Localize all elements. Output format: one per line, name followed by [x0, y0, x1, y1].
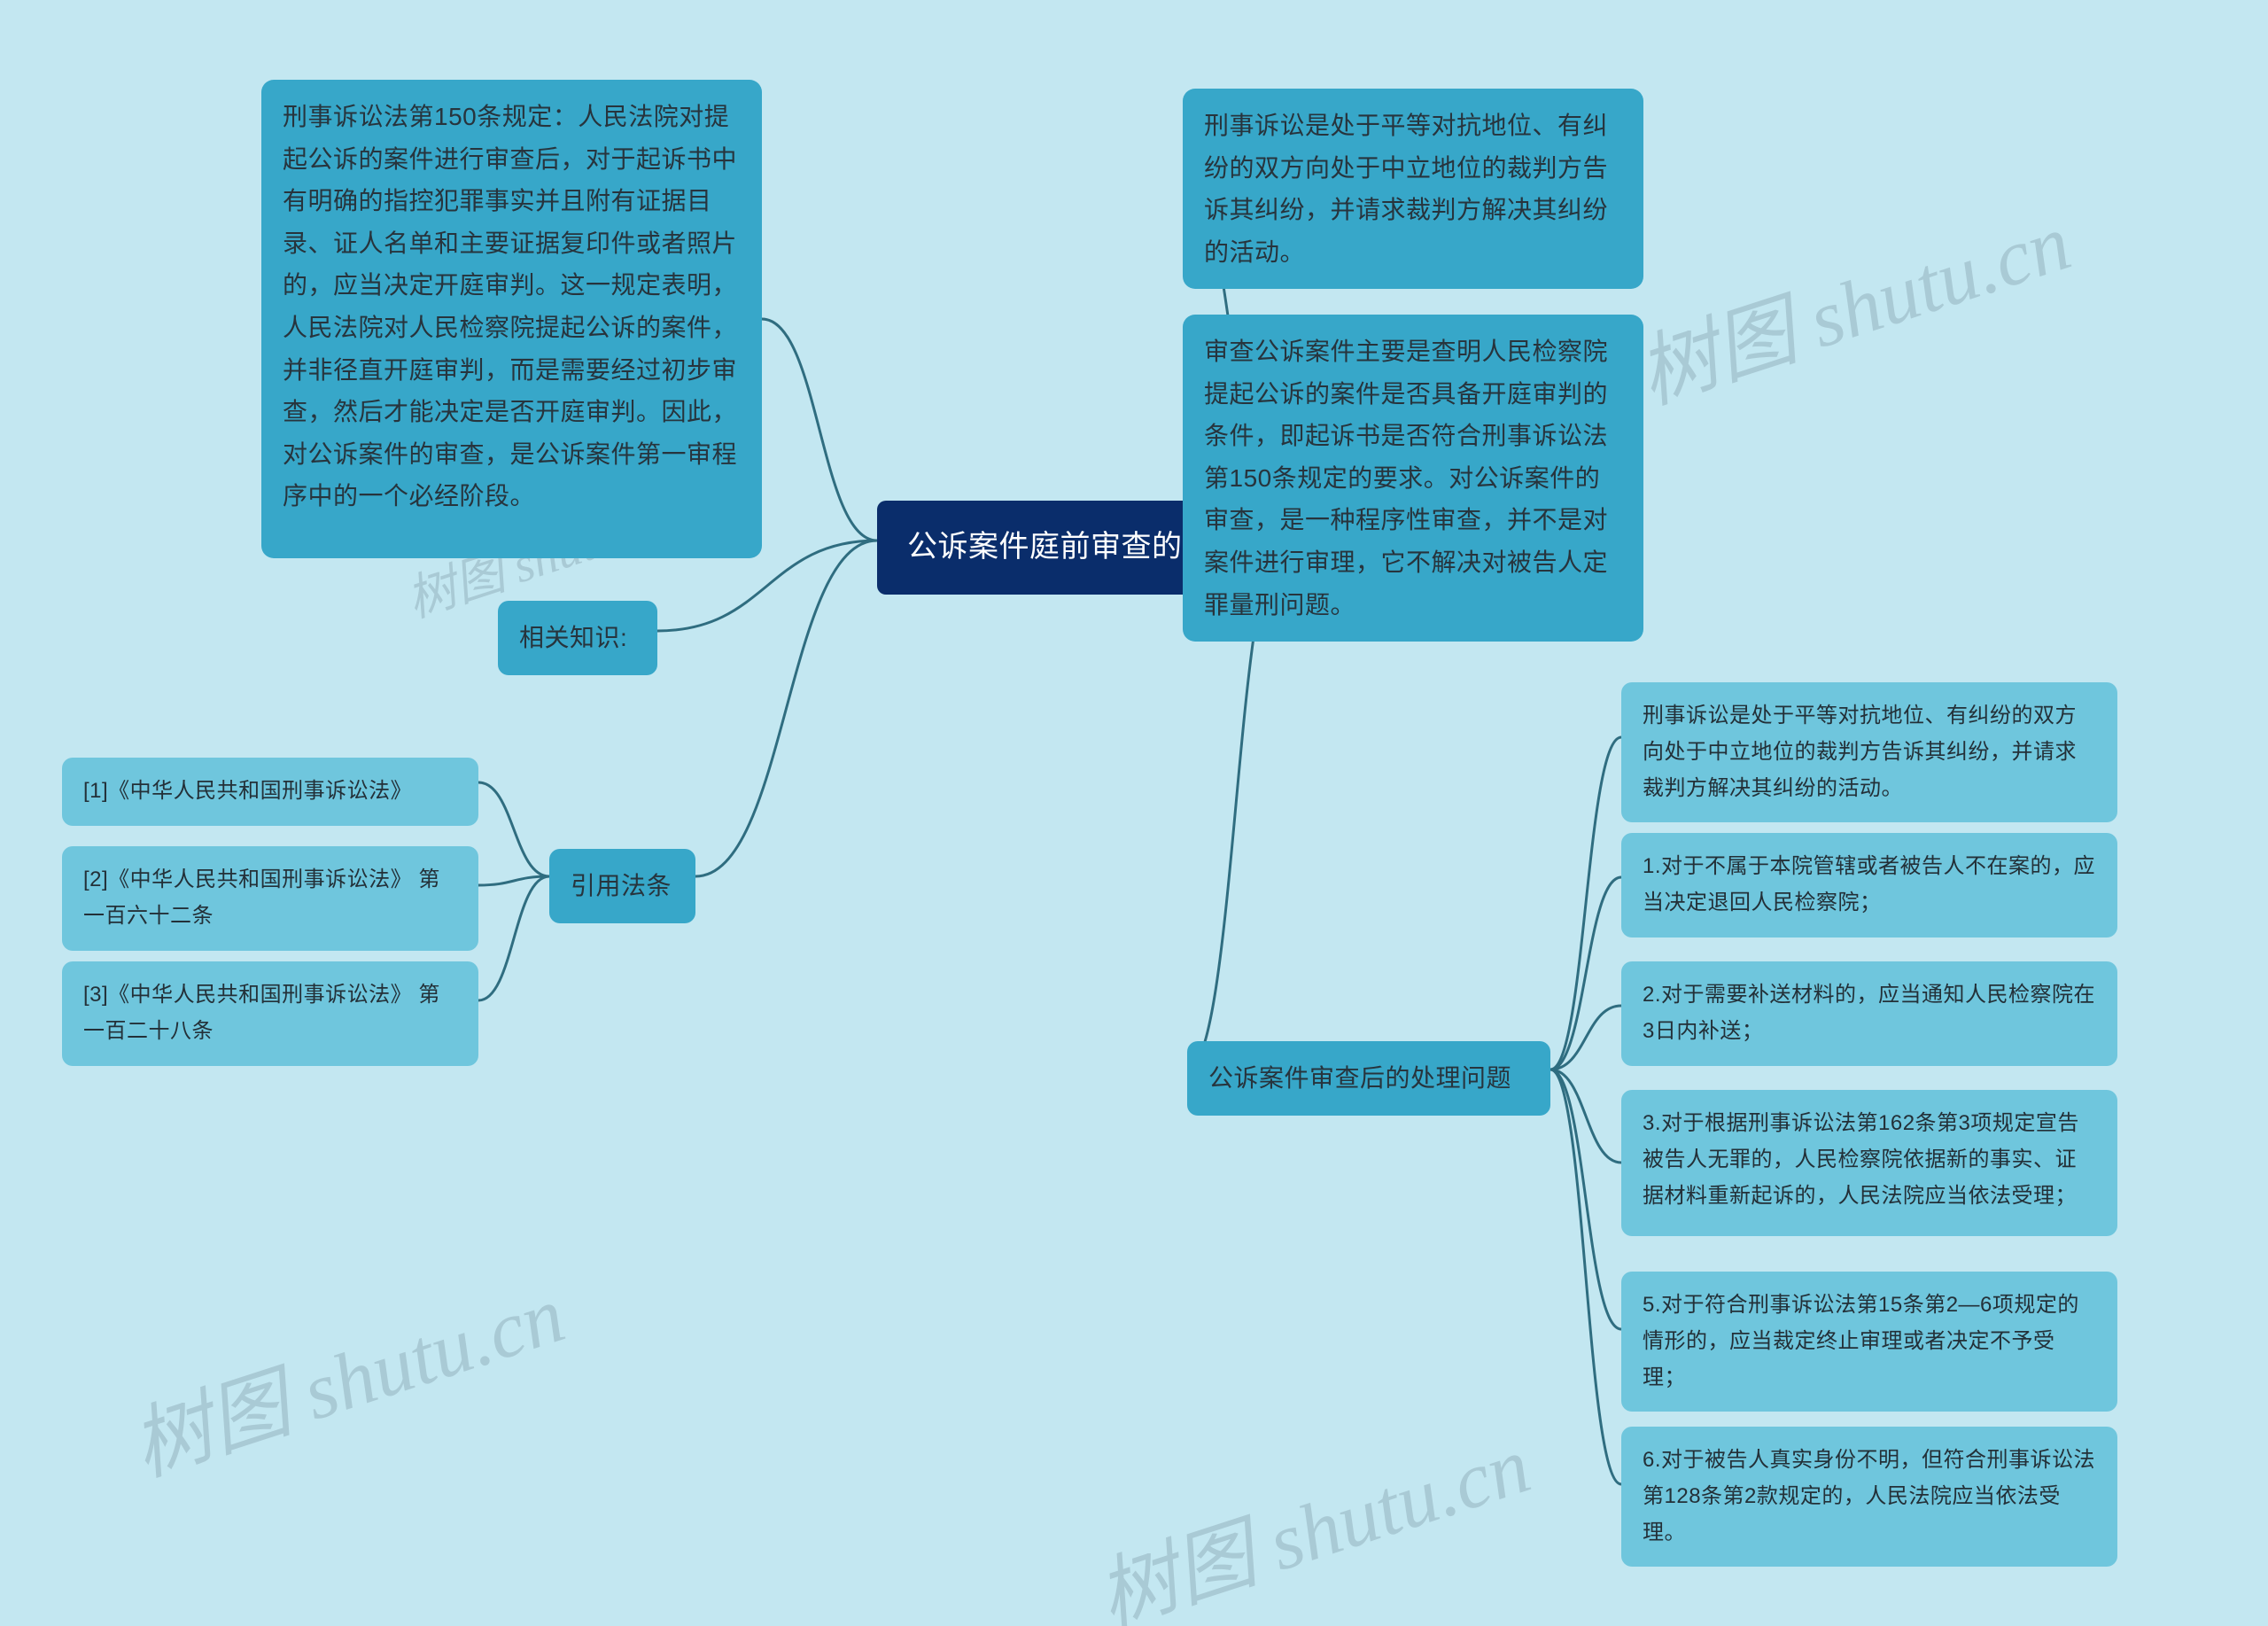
right-definition-1: 刑事诉讼是处于平等对抗地位、有纠纷的双方向处于中立地位的裁判方告诉其纠纷，并请求…	[1183, 89, 1643, 289]
connector	[695, 541, 877, 876]
connector	[1550, 1070, 1621, 1329]
post-review-item-intro: 刑事诉讼是处于平等对抗地位、有纠纷的双方向处于中立地位的裁判方告诉其纠纷，并请求…	[1621, 682, 2117, 822]
related-knowledge-label: 相关知识:	[498, 601, 657, 675]
connector	[762, 319, 877, 541]
left-article-150: 刑事诉讼法第150条规定：人民法院对提起公诉的案件进行审查后，对于起诉书中有明确…	[261, 80, 762, 558]
citation-2: [2]《中华人民共和国刑事诉讼法》 第一百六十二条	[62, 846, 478, 951]
connector	[1550, 737, 1621, 1070]
citation-3: [3]《中华人民共和国刑事诉讼法》 第一百二十八条	[62, 961, 478, 1066]
post-review-item-5: 5.对于符合刑事诉讼法第15条第2—6项规定的情形的，应当裁定终止审理或者决定不…	[1621, 1272, 2117, 1412]
post-review-item-6: 6.对于被告人真实身份不明，但符合刑事诉讼法第128条第2款规定的，人民法院应当…	[1621, 1427, 2117, 1567]
connector	[478, 782, 549, 876]
watermark: 树图 shutu.cn	[1621, 177, 2082, 425]
connector	[1550, 1070, 1621, 1484]
cited-laws-label: 引用法条	[549, 849, 695, 923]
post-review-label: 公诉案件审查后的处理问题	[1187, 1041, 1550, 1116]
post-review-item-3: 3.对于根据刑事诉讼法第162条第3项规定宣告被告人无罪的，人民检察院依据新的事…	[1621, 1090, 2117, 1236]
citation-1: [1]《中华人民共和国刑事诉讼法》	[62, 758, 478, 826]
connector	[1550, 877, 1621, 1070]
connector	[1550, 1006, 1621, 1070]
post-review-item-2: 2.对于需要补送材料的，应当通知人民检察院在3日内补送；	[1621, 961, 2117, 1066]
connector	[478, 876, 549, 1000]
mindmap-stage: 树图 shutu.cn树图 shutu.cn树图 shutu.cn树图 shut…	[0, 0, 2268, 1626]
watermark: 树图 shutu.cn	[1081, 1400, 1542, 1626]
post-review-item-1: 1.对于不属于本院管辖或者被告人不在案的，应当决定退回人民检察院；	[1621, 833, 2117, 937]
connector	[478, 876, 549, 885]
connector	[1550, 1070, 1621, 1163]
watermark: 树图 shutu.cn	[115, 1249, 576, 1498]
right-review-nature: 审查公诉案件主要是查明人民检察院提起公诉的案件是否具备开庭审判的条件，即起诉书是…	[1183, 315, 1643, 642]
